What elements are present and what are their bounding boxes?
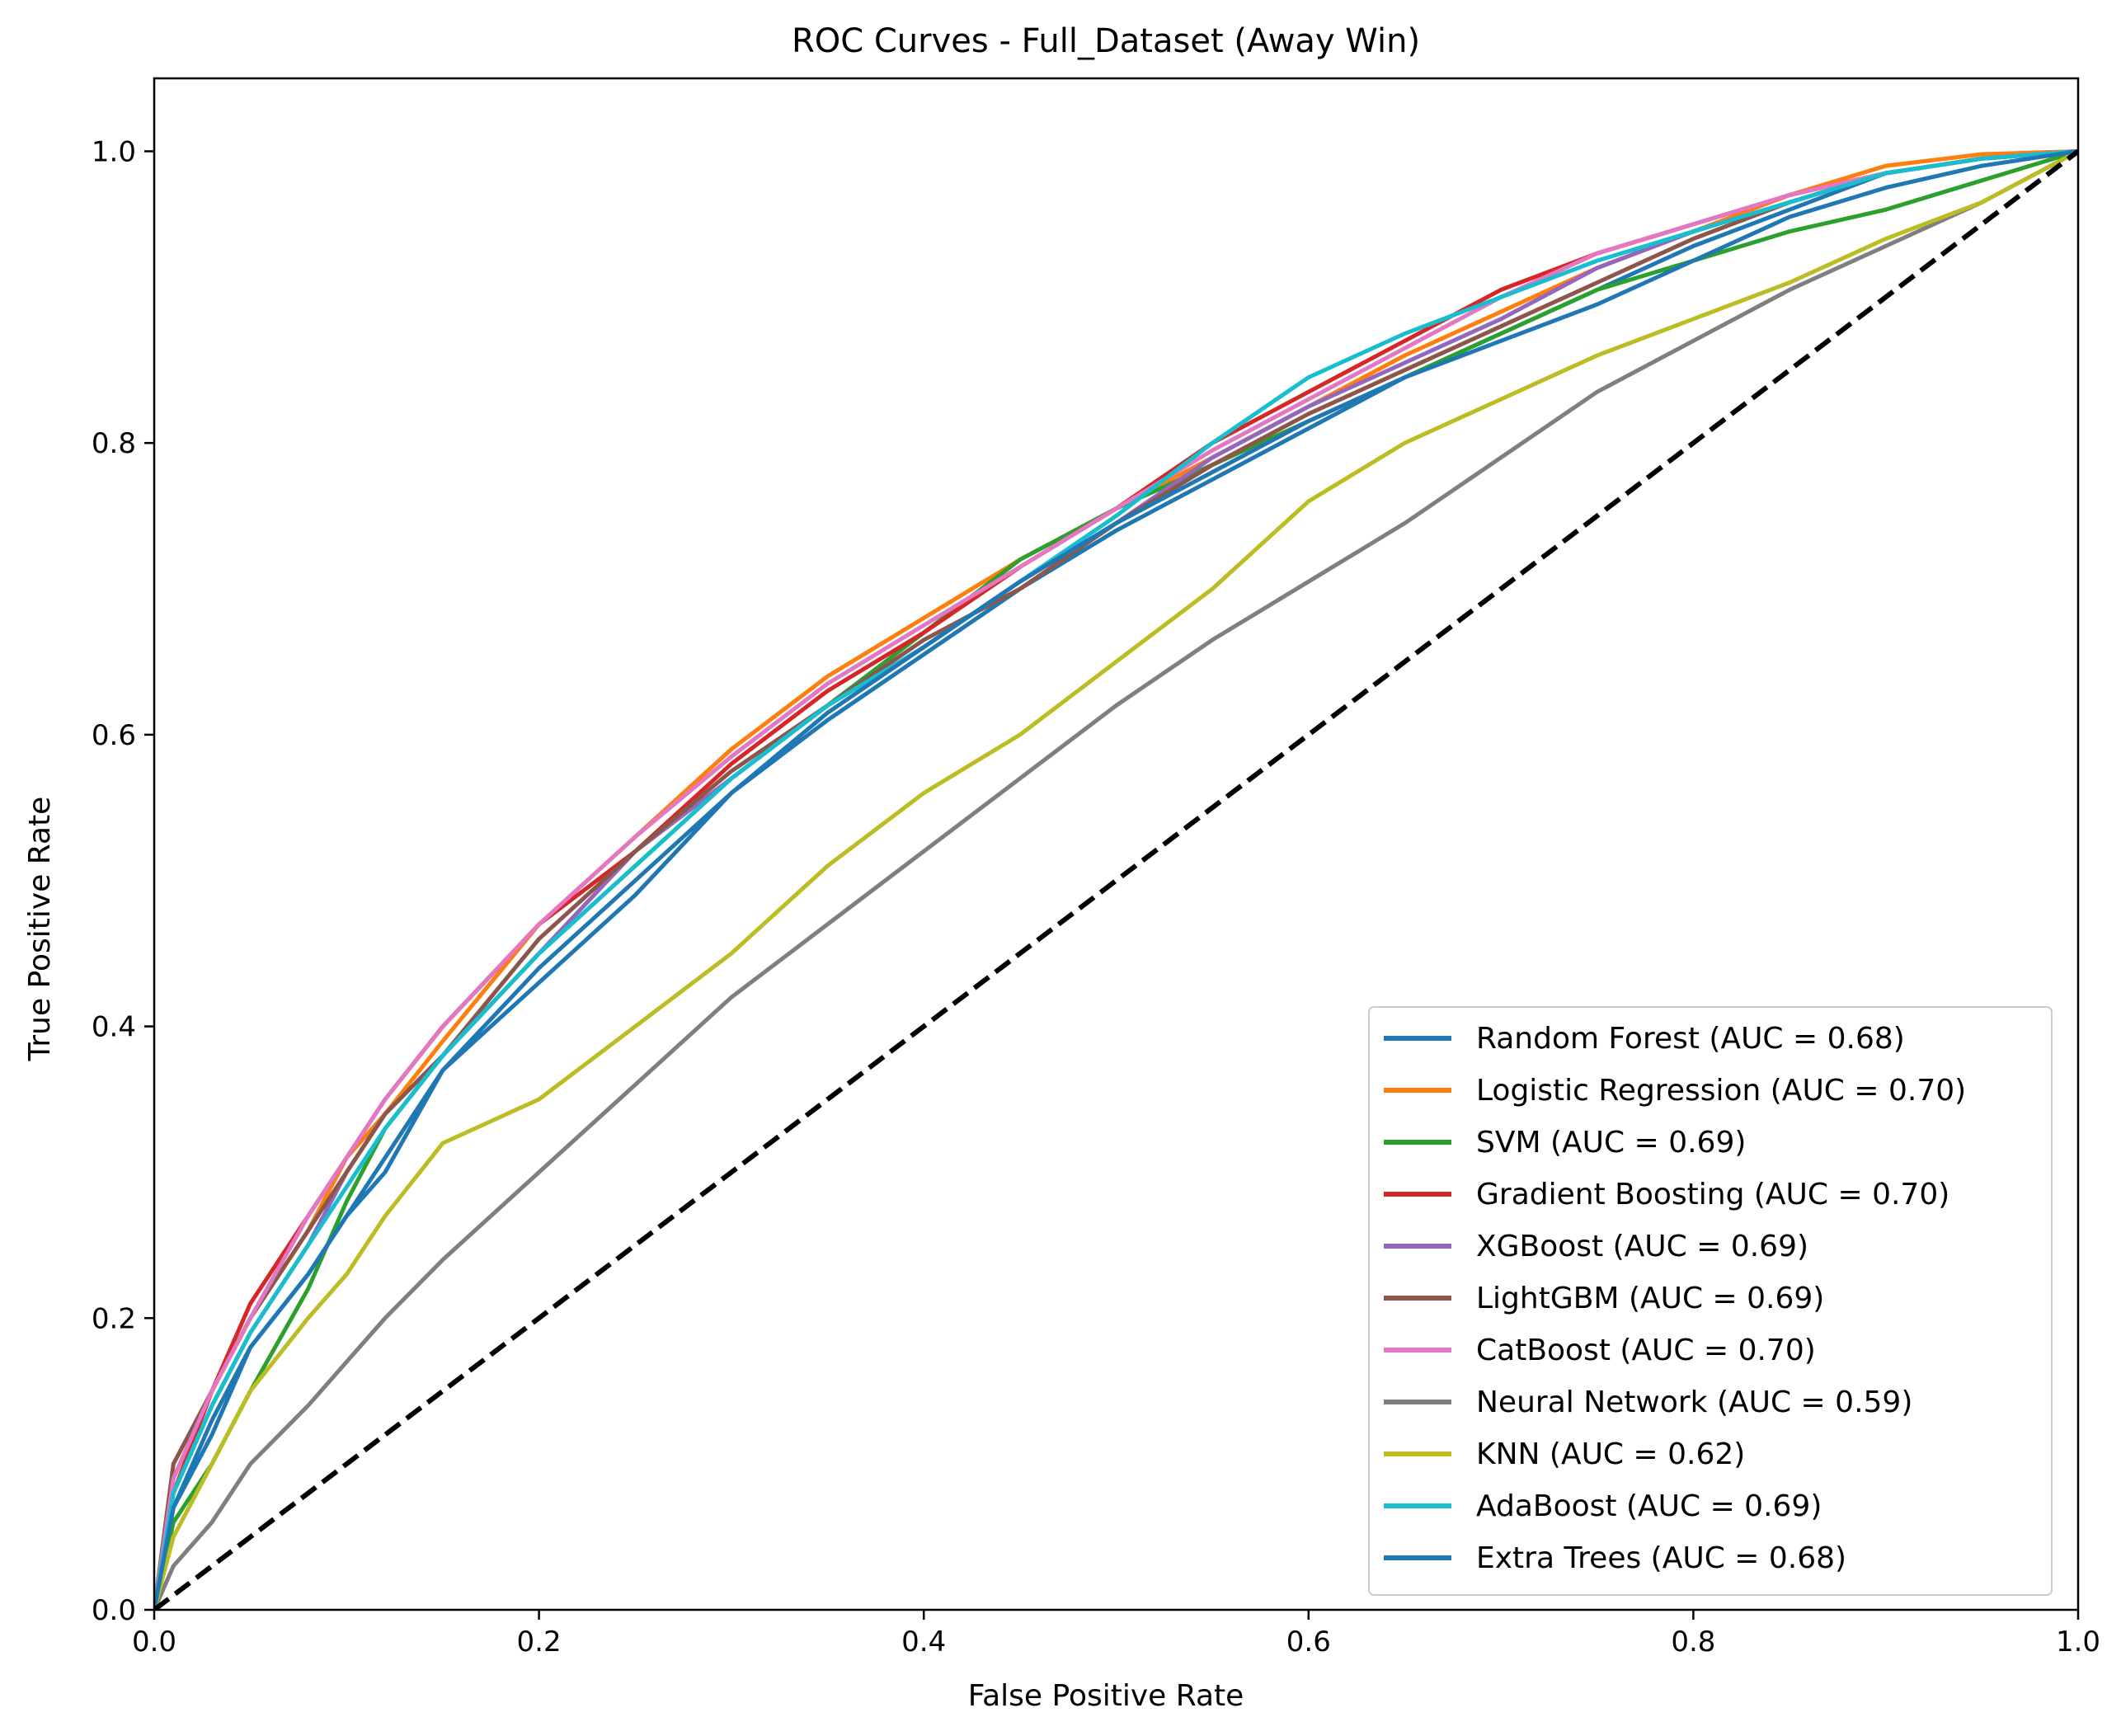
legend-label-7: CatBoost (AUC = 0.70) <box>1476 1334 1816 1367</box>
legend-label-8: Neural Network (AUC = 0.59) <box>1476 1386 1912 1419</box>
y-tick-label: 0.2 <box>92 1302 136 1335</box>
x-axis-label: False Positive Rate <box>968 1679 1244 1713</box>
legend-label-11: Extra Trees (AUC = 0.68) <box>1476 1541 1846 1575</box>
curves <box>154 148 2078 1610</box>
chart-title: ROC Curves - Full_Dataset (Away Win) <box>792 22 1420 60</box>
x-tick-label: 0.0 <box>132 1625 176 1658</box>
legend-box <box>1368 1006 2053 1596</box>
x-tick-label: 0.6 <box>1286 1625 1331 1658</box>
legend-label-10: AdaBoost (AUC = 0.69) <box>1476 1489 1822 1523</box>
roc-curve-8 <box>154 148 2078 1610</box>
x-tick-label: 0.2 <box>517 1625 562 1658</box>
roc-curve-11 <box>154 148 2078 1610</box>
roc-curve-7 <box>154 148 2078 1610</box>
y-tick-label: 0.0 <box>92 1594 136 1627</box>
y-tick-label: 1.0 <box>92 135 136 168</box>
y-tick-label: 0.6 <box>92 719 136 752</box>
legend-label-5: XGBoost (AUC = 0.69) <box>1476 1230 1808 1263</box>
legend-label-4: Gradient Boosting (AUC = 0.70) <box>1476 1178 1949 1211</box>
y-axis-label: True Positive Rate <box>23 797 57 1062</box>
y-tick-label: 0.8 <box>92 427 136 460</box>
x-tick-label: 0.8 <box>1671 1625 1715 1658</box>
legend: Random Forest (AUC = 0.68) Logistic Regre… <box>1368 1006 2053 1596</box>
legend-label-9: KNN (AUC = 0.62) <box>1476 1437 1745 1471</box>
x-tick-label: 1.0 <box>2056 1625 2100 1658</box>
axes: 0.0 0.2 0.4 0.6 0.8 1.0 0.0 0.2 0.4 0.6 0.8 1.0 <box>92 77 2100 1658</box>
roc-curve-6 <box>154 148 2078 1610</box>
legend-label-3: SVM (AUC = 0.69) <box>1476 1126 1746 1160</box>
legend-label-1: Random Forest (AUC = 0.68) <box>1476 1022 1905 1056</box>
legend-label-2: Logistic Regression (AUC = 0.70) <box>1476 1074 1966 1108</box>
x-tick-label: 0.4 <box>901 1625 946 1658</box>
axes-frame <box>153 77 2080 1611</box>
y-tick-label: 0.4 <box>92 1011 136 1044</box>
plot-area <box>154 148 2078 1610</box>
diagonal-reference-line <box>154 149 2078 1610</box>
roc-curve-9 <box>154 148 2078 1610</box>
legend-label-6: LightGBM (AUC = 0.69) <box>1476 1282 1824 1315</box>
